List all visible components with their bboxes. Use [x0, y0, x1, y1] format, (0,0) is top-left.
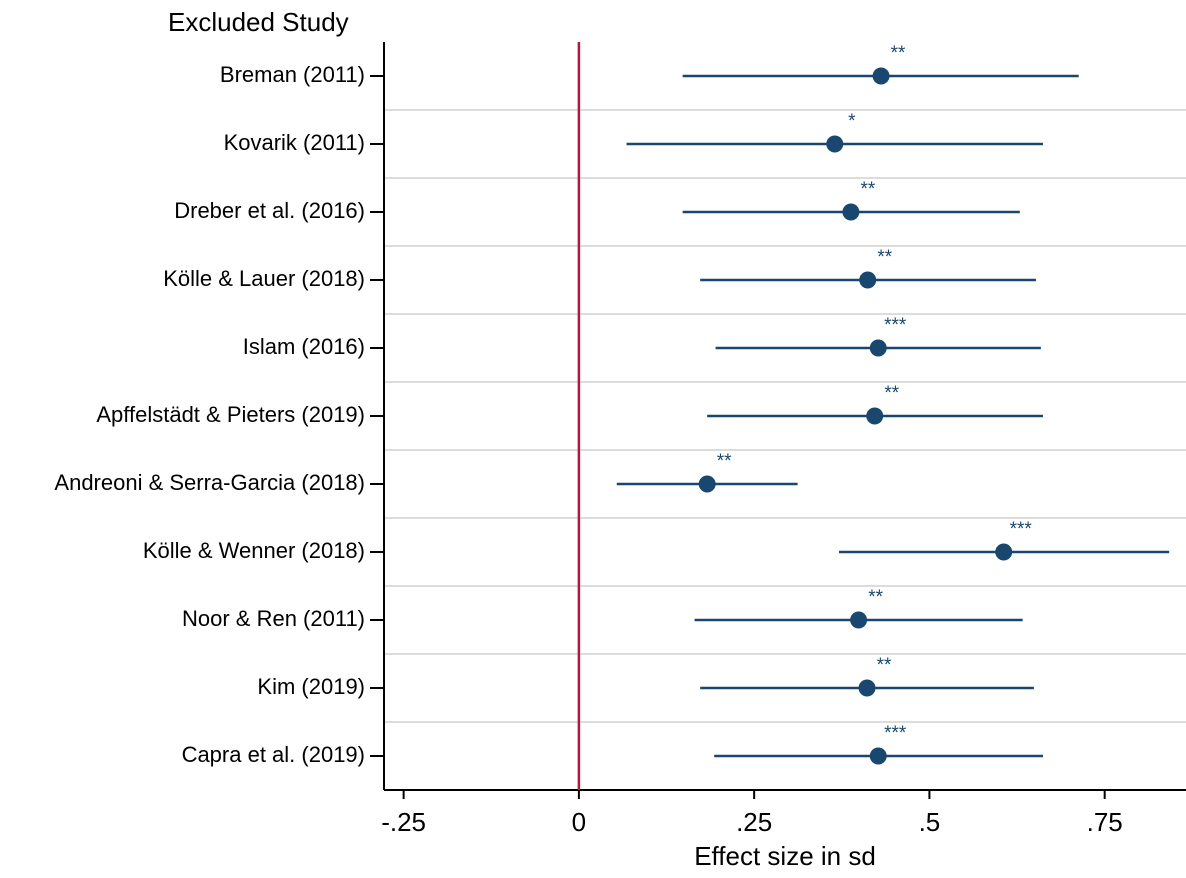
point-estimate [826, 135, 844, 153]
point-estimate [866, 407, 884, 425]
significance-label: ** [868, 587, 883, 608]
significance-label: * [848, 111, 856, 132]
significance-label: ** [877, 655, 892, 676]
significance-label: ** [891, 43, 906, 64]
y-tick-label: Kovarik (2011) [224, 130, 365, 155]
y-tick-label: Breman (2011) [220, 62, 365, 87]
y-tick-label: Noor & Ren (2011) [182, 606, 365, 631]
point-estimate [869, 339, 887, 357]
x-tick-label: 0 [572, 807, 586, 837]
point-estimate [995, 543, 1013, 561]
significance-label: *** [1010, 519, 1033, 540]
significance-label: ** [877, 247, 892, 268]
point-estimate [842, 203, 860, 221]
significance-label: ** [884, 383, 899, 404]
y-tick-label: Islam (2016) [243, 334, 365, 359]
point-estimate [869, 747, 887, 765]
significance-label: *** [884, 723, 907, 744]
significance-label: *** [884, 315, 907, 336]
y-tick-label: Kim (2019) [257, 674, 365, 699]
x-tick-label: -.25 [381, 807, 426, 837]
point-estimate [698, 475, 716, 493]
significance-label: ** [717, 451, 732, 472]
y-tick-label: Kölle & Lauer (2018) [163, 266, 365, 291]
y-tick-label: Apffelstädt & Pieters (2019) [96, 402, 365, 427]
x-tick-label: .75 [1087, 807, 1123, 837]
y-tick-label: Andreoni & Serra-Garcia (2018) [54, 470, 365, 495]
y-tick-label: Dreber et al. (2016) [174, 198, 365, 223]
y-tick-label: Capra et al. (2019) [182, 742, 365, 767]
y-tick-label: Kölle & Wenner (2018) [143, 538, 365, 563]
x-tick-label: .25 [736, 807, 772, 837]
significance-label: ** [861, 179, 876, 200]
point-estimate [850, 611, 868, 629]
y-axis-title: Excluded Study [168, 7, 349, 37]
x-tick-label: .5 [919, 807, 941, 837]
point-estimate [872, 67, 890, 85]
x-axis-title: Effect size in sd [694, 841, 876, 871]
point-estimate [858, 679, 876, 697]
point-estimate [859, 271, 877, 289]
